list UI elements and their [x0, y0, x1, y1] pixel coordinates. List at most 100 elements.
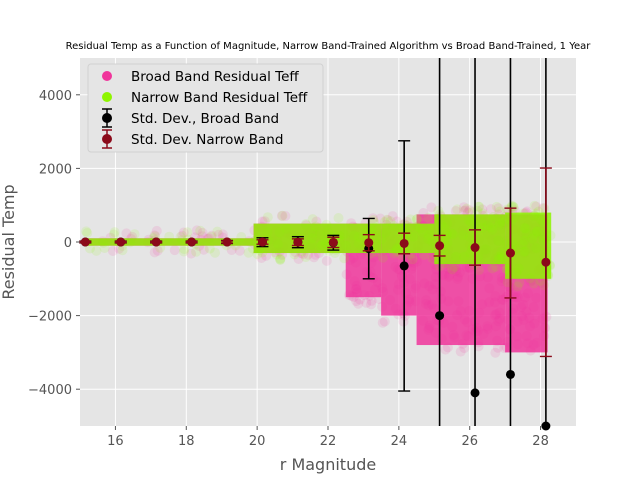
cloud-point: [448, 330, 459, 340]
cloud-point: [418, 315, 429, 326]
cloud-point: [380, 227, 391, 238]
cloud-point: [519, 222, 530, 233]
cloud-point: [179, 244, 190, 255]
cloud-point: [256, 253, 267, 263]
cloud-point: [344, 290, 355, 300]
cloud-point: [275, 253, 286, 264]
cloud-point: [531, 208, 541, 219]
cloud-point: [300, 252, 311, 263]
cloud-point: [339, 253, 350, 264]
cloud-point: [257, 247, 268, 258]
cloud-point: [450, 261, 461, 272]
cloud-point: [494, 307, 505, 318]
cloud-point: [321, 238, 331, 249]
cloud-point: [430, 279, 441, 290]
cloud-point: [274, 227, 285, 238]
cloud-point: [487, 263, 498, 274]
cloud-point: [423, 324, 434, 335]
cloud-point: [467, 273, 478, 284]
cloud-point: [182, 227, 193, 238]
x-tick-label: 26: [461, 434, 478, 449]
cloud-point: [379, 316, 390, 327]
cloud-point: [178, 227, 189, 238]
cloud-point: [198, 244, 209, 255]
cloud-point: [341, 269, 352, 280]
cloud-point: [321, 219, 332, 230]
errorbar-point: [222, 237, 232, 247]
cloud-point: [493, 252, 504, 262]
cloud-point: [493, 235, 504, 246]
cloud-point: [520, 223, 531, 234]
cloud-point: [426, 223, 437, 234]
cloud-point: [412, 256, 423, 267]
cloud-point: [349, 230, 360, 241]
cloud-point: [370, 284, 381, 295]
chart-title: Residual Temp as a Function of Magnitude…: [66, 41, 592, 52]
cloud-point: [353, 238, 364, 249]
cloud-point: [367, 225, 378, 236]
errorbar-series-narrow: [79, 167, 552, 358]
cloud-point: [501, 291, 512, 302]
cloud-point: [482, 321, 493, 332]
cloud-point: [281, 223, 292, 234]
cloud-point: [371, 247, 382, 258]
cloud-point: [521, 306, 532, 317]
cloud-point: [368, 217, 379, 228]
cloud-point: [191, 225, 202, 236]
cloud-point: [423, 300, 434, 311]
cloud-point: [462, 317, 473, 328]
cloud-point: [404, 273, 415, 284]
cloud-point: [520, 246, 531, 257]
cloud-point: [452, 274, 463, 284]
cloud-point: [455, 306, 466, 317]
cloud-point: [531, 337, 542, 348]
cloud-point: [99, 243, 110, 253]
cloud-point: [338, 229, 349, 240]
y-tick-label: −2000: [28, 310, 72, 325]
x-tick-label: 24: [391, 434, 408, 449]
cloud-point: [426, 202, 437, 213]
cloud-point: [424, 281, 435, 292]
cloud-point: [442, 228, 452, 239]
cloud-point: [460, 205, 471, 216]
cloud-point: [333, 213, 344, 223]
cloud-point: [443, 271, 454, 282]
cloud-point: [473, 337, 484, 348]
cloud-point: [496, 276, 507, 287]
cloud-point: [476, 217, 487, 228]
cloud-point: [107, 246, 118, 256]
cloud-point: [391, 244, 402, 255]
cloud-point: [512, 316, 523, 327]
errorbar-point: [328, 237, 338, 247]
cloud-point: [252, 249, 263, 260]
cloud-point: [508, 239, 519, 250]
cloud-point: [442, 218, 453, 229]
cloud-point: [517, 311, 528, 322]
x-tick-label: 18: [178, 434, 195, 449]
cloud-point: [496, 247, 507, 257]
cloud-point: [458, 230, 469, 241]
errorbar-point: [80, 237, 90, 247]
cloud-point: [480, 244, 491, 255]
cloud-point: [408, 260, 419, 271]
cloud-point: [484, 297, 495, 308]
cloud-point: [518, 314, 529, 325]
cloud-point: [513, 263, 524, 274]
cloud-point: [429, 303, 440, 314]
cloud-point: [502, 277, 513, 288]
cloud-point: [346, 291, 357, 302]
cloud-point: [419, 250, 430, 260]
cloud-point: [366, 295, 377, 306]
legend: Broad Band Residual Teff Narrow Band Res…: [87, 63, 324, 153]
cloud-point: [490, 291, 501, 302]
cloud-point: [236, 232, 247, 242]
cloud-point: [533, 206, 544, 217]
cloud-point: [321, 255, 332, 266]
legend-label-narrow-band: Narrow Band Residual Teff: [131, 90, 308, 106]
cloud-point: [420, 298, 431, 309]
cloud-point: [493, 203, 504, 214]
cloud-point: [509, 212, 519, 223]
cloud-point: [443, 296, 454, 307]
cloud-point: [447, 264, 458, 275]
cloud-point: [348, 292, 359, 302]
